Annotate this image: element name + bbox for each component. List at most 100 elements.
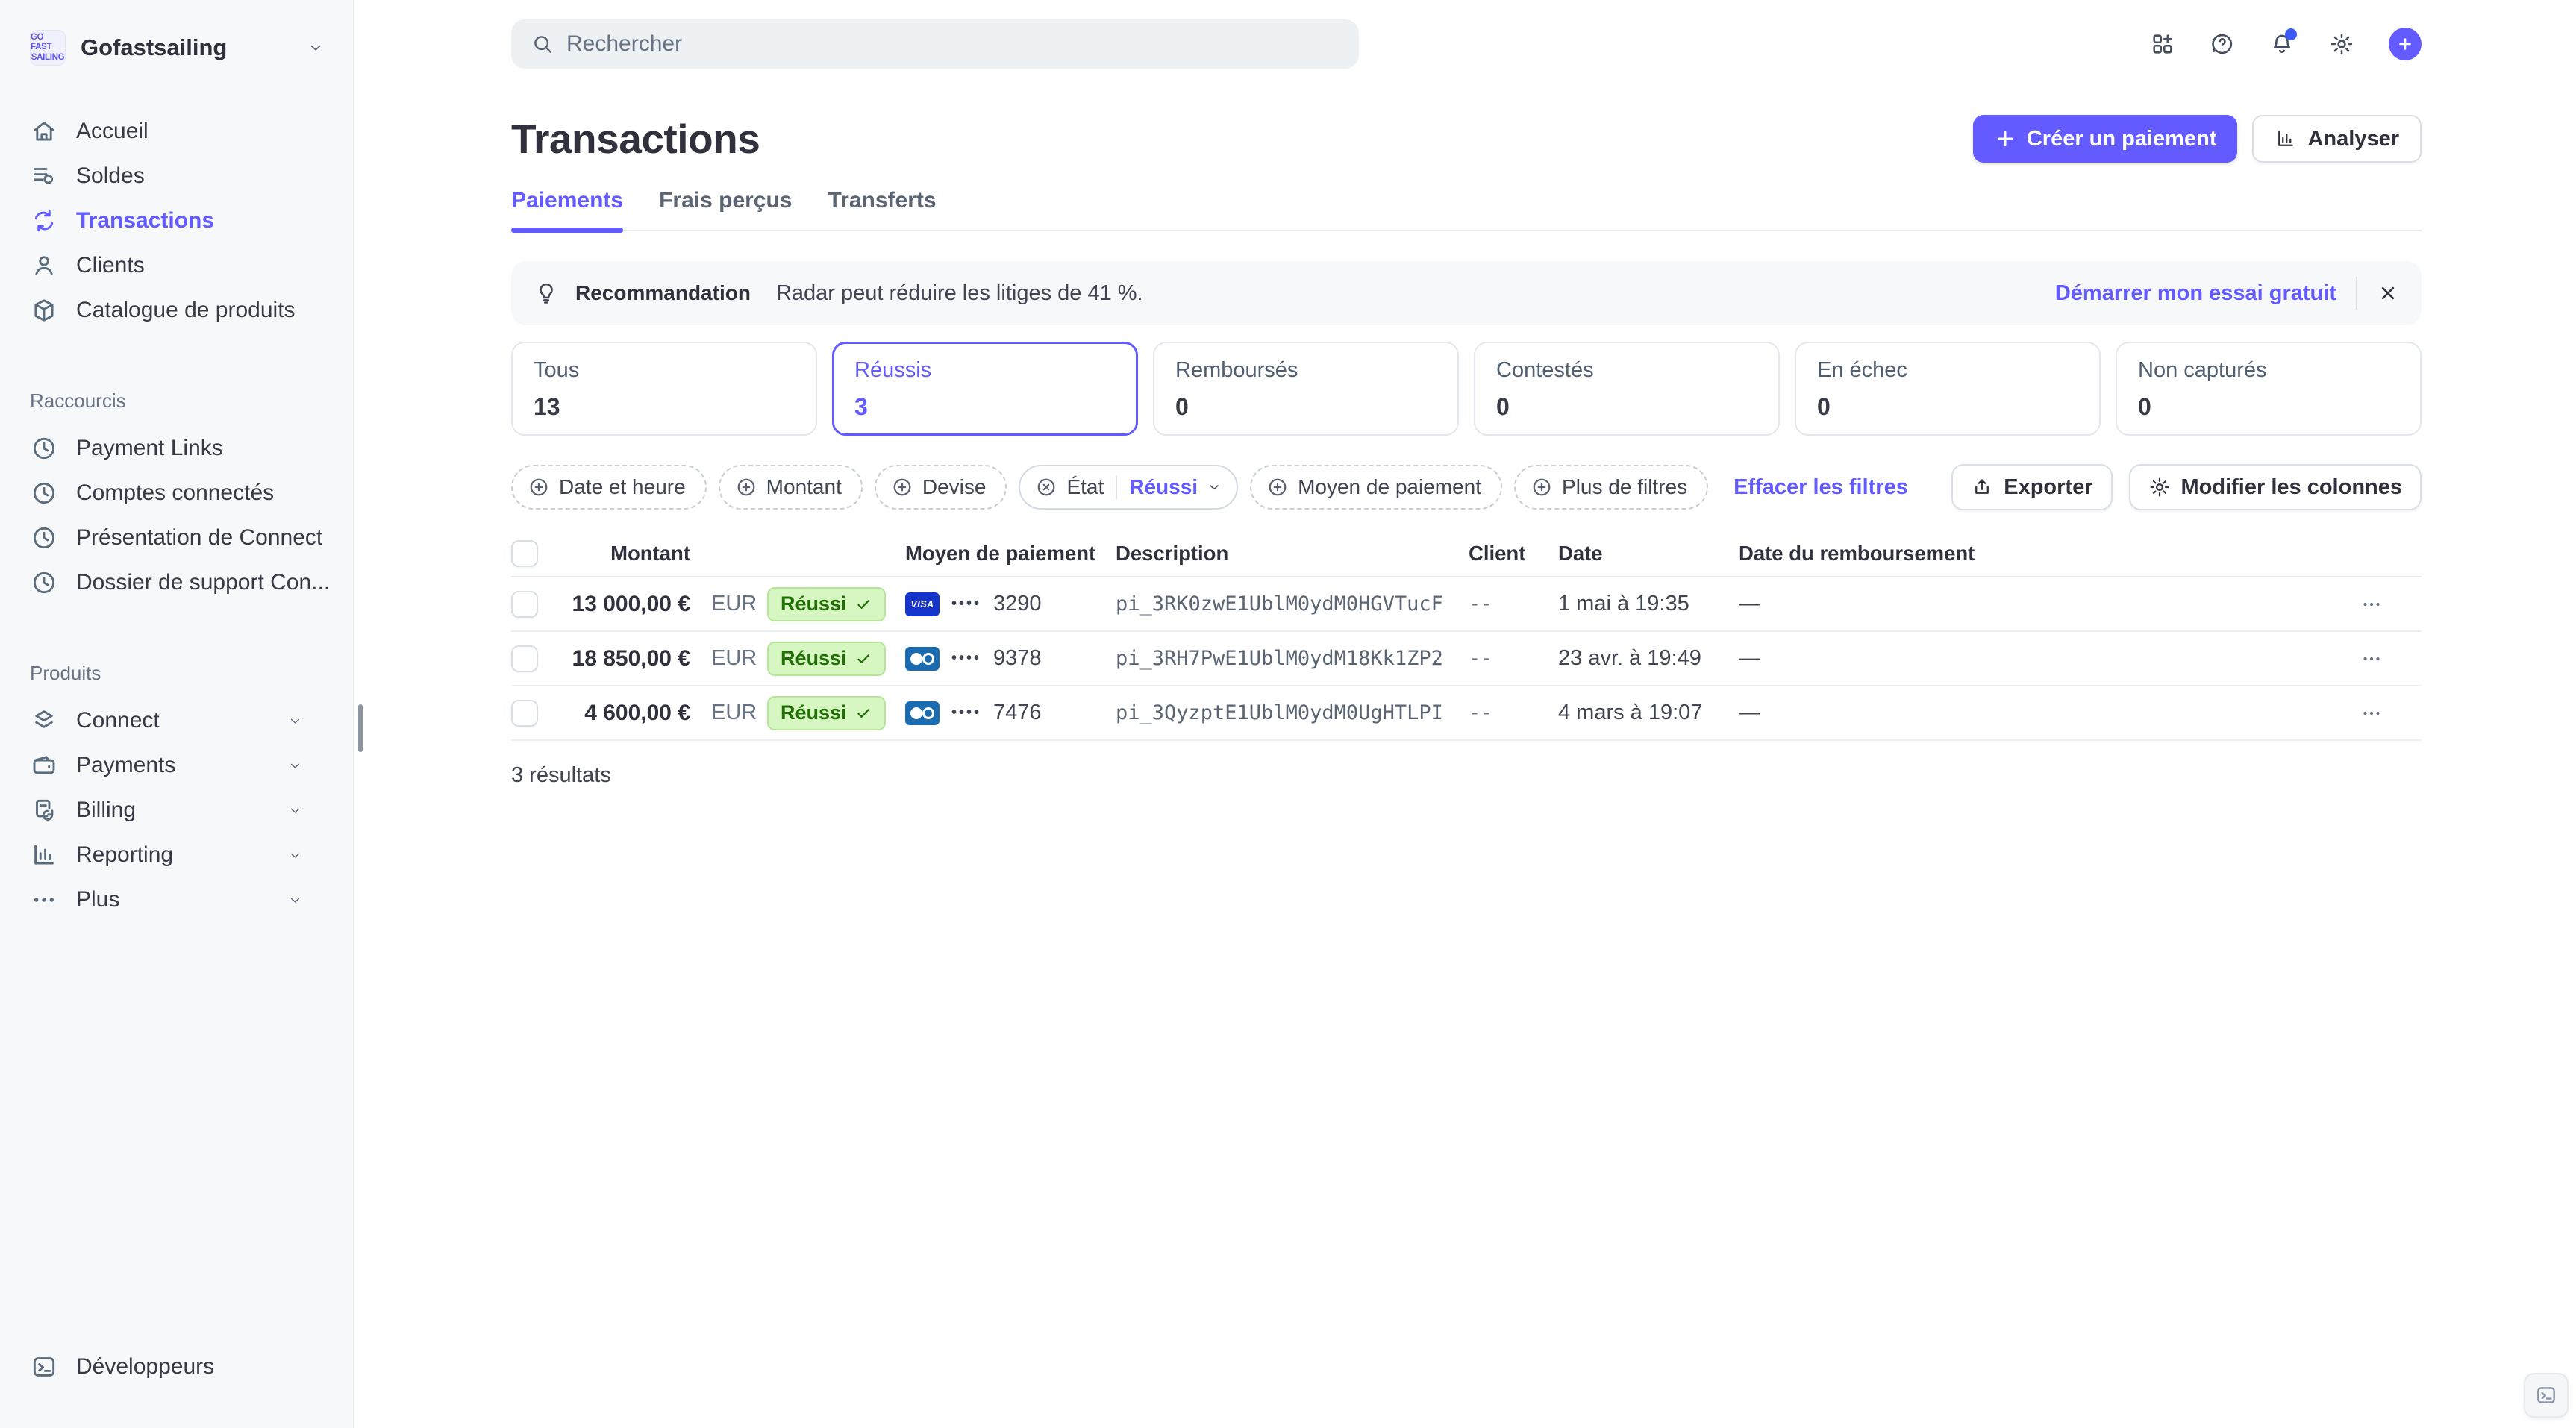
summary-card-tous[interactable]: Tous 13 — [511, 342, 817, 436]
card-last4: 3290 — [993, 592, 1042, 616]
customers-icon — [30, 251, 58, 280]
page-actions: Créer un paiement Analyser — [1973, 115, 2422, 163]
clear-filters-link[interactable]: Effacer les filtres — [1734, 475, 1908, 500]
row-checkbox[interactable] — [511, 645, 538, 672]
description-cell: pi_3QyzptE1UblM0ydM0UgHTLPI — [1112, 701, 1463, 724]
tabs: Paiements Frais perçus Transferts — [511, 188, 2422, 231]
row-actions-button[interactable] — [2317, 701, 2422, 726]
summary-card-en-echec[interactable]: En échec 0 — [1795, 342, 2101, 436]
sidebar-item-transactions[interactable]: Transactions — [30, 198, 332, 243]
card-value: 0 — [1175, 393, 1437, 421]
summary-card-reussis[interactable]: Réussis 3 — [832, 342, 1138, 436]
sidebar-item-plus[interactable]: Plus — [30, 877, 332, 922]
account-switcher[interactable]: GO FAST SAILING Gofastsailing — [30, 30, 328, 66]
create-payment-button[interactable]: Créer un paiement — [1973, 115, 2238, 163]
description-cell: pi_3RK0zwE1UblM0ydM0HGVTucF — [1112, 592, 1463, 616]
sidebar-item-payment-links[interactable]: Payment Links — [30, 426, 332, 471]
filter-chip-etat[interactable]: État Réussi — [1019, 465, 1238, 510]
divider — [2356, 277, 2357, 310]
row-actions-button[interactable] — [2317, 592, 2422, 617]
row-actions-button[interactable] — [2317, 646, 2422, 671]
card-last4: 7476 — [993, 701, 1042, 725]
amount-cell: 18 850,00 € — [556, 646, 690, 671]
bell-icon[interactable] — [2269, 31, 2295, 57]
search-input[interactable] — [566, 31, 1339, 57]
summary-card-contestes[interactable]: Contestés 0 — [1474, 342, 1780, 436]
chevron-down-icon — [288, 804, 302, 818]
sidebar-item-label: Reporting — [76, 842, 173, 868]
summary-cards: Tous 13 Réussis 3 Remboursés 0 Contestés… — [511, 342, 2422, 436]
table-row[interactable]: 13 000,00 € EUR Réussi VISA •••• 3290 pi… — [511, 577, 2422, 632]
filter-chip-date[interactable]: Date et heure — [511, 465, 707, 510]
sidebar-item-comptes-connectes[interactable]: Comptes connectés — [30, 471, 332, 516]
cb-card-icon — [905, 647, 940, 671]
refund-date-cell: — — [1731, 592, 2317, 616]
start-trial-link[interactable]: Démarrer mon essai gratuit — [2055, 281, 2336, 306]
ellipsis-icon — [2359, 701, 2384, 726]
tab-paiements[interactable]: Paiements — [511, 188, 623, 230]
row-checkbox[interactable] — [511, 700, 538, 727]
status-badge: Réussi — [767, 696, 886, 730]
tab-frais-percus[interactable]: Frais perçus — [659, 188, 792, 230]
filter-chip-devise[interactable]: Devise — [875, 465, 1007, 510]
brand-logo: GO FAST SAILING — [30, 30, 66, 66]
search-bar[interactable] — [511, 19, 1359, 69]
sidebar-item-presentation-connect[interactable]: Présentation de Connect — [30, 516, 332, 560]
plus-circle-icon — [1531, 476, 1553, 498]
results-count: 3 résultats — [511, 763, 2422, 788]
table-row[interactable]: 4 600,00 € EUR Réussi •••• 7476 pi_3Qyzp… — [511, 686, 2422, 741]
sidebar-item-clients[interactable]: Clients — [30, 243, 332, 288]
connect-icon — [30, 707, 58, 735]
column-header-date-remboursement[interactable]: Date du remboursement — [1731, 542, 2317, 566]
filter-chip-montant[interactable]: Montant — [719, 465, 863, 510]
analyze-button[interactable]: Analyser — [2252, 115, 2422, 163]
brand-logo-line1: GO FAST — [31, 33, 65, 52]
column-header-moyen-paiement[interactable]: Moyen de paiement — [899, 542, 1112, 566]
gear-icon[interactable] — [2329, 31, 2354, 57]
chevron-down-icon — [288, 714, 302, 728]
sidebar-item-reporting[interactable]: Reporting — [30, 833, 332, 877]
export-button[interactable]: Exporter — [1951, 464, 2112, 510]
summary-card-non-captures[interactable]: Non capturés 0 — [2116, 342, 2422, 436]
summary-card-rembourses[interactable]: Remboursés 0 — [1153, 342, 1459, 436]
filter-chip-plus-filtres[interactable]: Plus de filtres — [1514, 465, 1708, 510]
lightbulb-icon — [534, 281, 559, 306]
add-plus-button[interactable] — [2389, 28, 2422, 60]
close-icon[interactable] — [2377, 282, 2399, 304]
sidebar-item-accueil[interactable]: Accueil — [30, 109, 332, 154]
page-title: Transactions — [511, 115, 760, 163]
status-label: Réussi — [781, 647, 847, 670]
apps-grid-icon[interactable] — [2150, 31, 2175, 57]
table-row[interactable]: 18 850,00 € EUR Réussi •••• 9378 pi_3RH7… — [511, 632, 2422, 686]
sidebar-item-payments[interactable]: Payments — [30, 743, 332, 788]
column-header-client[interactable]: Client — [1463, 542, 1552, 566]
sidebar-item-billing[interactable]: Billing — [30, 788, 332, 833]
card-mask: •••• — [951, 595, 981, 613]
sidebar-item-dossier-support[interactable]: Dossier de support Con... — [30, 560, 332, 605]
card-value: 3 — [854, 393, 1116, 421]
developers-console-button[interactable] — [2524, 1373, 2569, 1418]
help-icon[interactable] — [2210, 31, 2235, 57]
column-header-montant[interactable]: Montant — [556, 542, 690, 566]
column-header-date[interactable]: Date — [1552, 542, 1731, 566]
brand-logo-line2: SAILING — [31, 53, 65, 63]
card-value: 13 — [534, 393, 795, 421]
sidebar-item-connect[interactable]: Connect — [30, 698, 332, 743]
sidebar-item-developpeurs[interactable]: Développeurs — [30, 1344, 332, 1389]
status-badge: Réussi — [767, 642, 886, 676]
status-label: Réussi — [781, 701, 847, 724]
column-header-description[interactable]: Description — [1112, 542, 1463, 566]
card-label: Tous — [534, 358, 795, 383]
chip-label: Date et heure — [559, 475, 686, 499]
row-checkbox[interactable] — [511, 591, 538, 618]
edit-columns-button[interactable]: Modifier les colonnes — [2129, 464, 2422, 510]
sidebar-item-catalogue[interactable]: Catalogue de produits — [30, 288, 332, 333]
select-all-checkbox[interactable] — [511, 540, 538, 567]
banner-actions: Démarrer mon essai gratuit — [2055, 277, 2399, 310]
check-icon — [854, 704, 872, 722]
sidebar-item-soldes[interactable]: Soldes — [30, 154, 332, 198]
tab-transferts[interactable]: Transferts — [828, 188, 937, 230]
edit-columns-label: Modifier les colonnes — [2181, 475, 2403, 500]
filter-chip-moyen-paiement[interactable]: Moyen de paiement — [1250, 465, 1502, 510]
status-badge: Réussi — [767, 587, 886, 621]
